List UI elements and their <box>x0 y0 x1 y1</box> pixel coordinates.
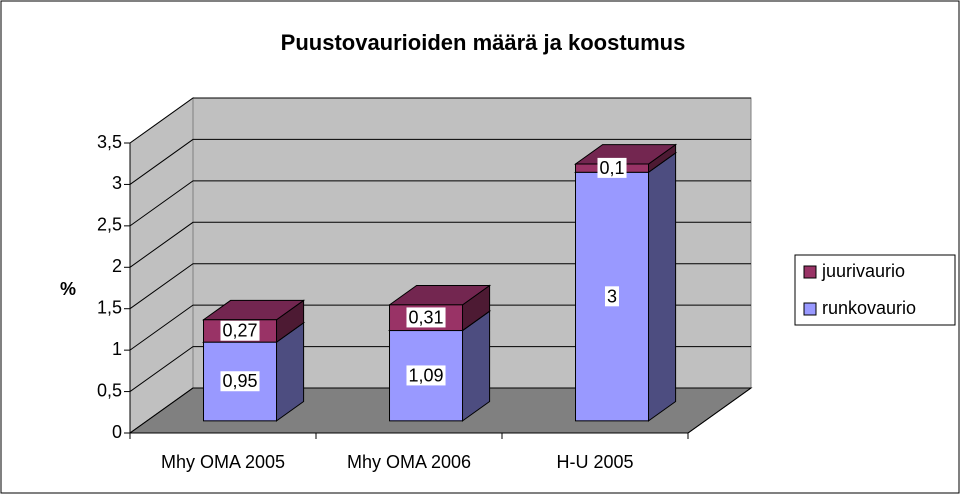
y-tick-label: 1,5 <box>97 297 122 317</box>
value-label-text: 3 <box>607 286 617 306</box>
x-tick-label: Mhy OMA 2006 <box>347 452 471 472</box>
y-tick-label: 2 <box>112 256 122 276</box>
value-label-box <box>220 371 260 392</box>
grid-line <box>129 346 751 392</box>
side-wall <box>129 97 194 434</box>
value-label-box <box>220 320 260 341</box>
value-label-box <box>406 365 446 386</box>
grid-line <box>129 304 751 351</box>
grid-line <box>129 97 751 144</box>
grid-line <box>129 387 751 434</box>
y-tick-label: 2,5 <box>97 215 122 235</box>
y-tick-label: 3,5 <box>97 132 122 152</box>
value-label-text: 0,95 <box>222 371 257 391</box>
value-label-box <box>605 286 620 307</box>
legend-swatch <box>803 265 817 279</box>
value-label-box <box>597 157 627 178</box>
value-label-text: 0,1 <box>599 158 624 178</box>
value-label-text: 0,31 <box>408 307 443 327</box>
value-label: 3 <box>605 286 620 307</box>
value-label-text: 1,09 <box>408 365 443 385</box>
y-tick-label: 0 <box>112 422 122 442</box>
x-axis-depth <box>687 387 752 434</box>
value-label: 0,31 <box>406 307 446 328</box>
value-label: 1,09 <box>406 365 446 386</box>
y-tick-label: 3 <box>112 173 122 193</box>
legend-swatch <box>803 302 817 316</box>
value-label: 0,95 <box>220 371 260 392</box>
grid-line <box>129 263 751 310</box>
grid-line <box>129 221 751 268</box>
y-tick-label: 1 <box>112 339 122 359</box>
grid-line <box>129 180 751 227</box>
x-tick-label: Mhy OMA 2005 <box>161 452 285 472</box>
y-tick-label: 0,5 <box>97 380 122 400</box>
y-axis-label: % <box>60 279 76 299</box>
grid-line <box>129 138 751 185</box>
value-label-text: 0,27 <box>222 321 257 341</box>
bar-side <box>648 151 677 422</box>
legend-box <box>794 254 956 326</box>
legend-label: runkovaurio <box>822 298 916 318</box>
value-label-box <box>406 307 446 328</box>
chart-title: Puustovaurioiden määrä ja koostumus <box>281 30 686 55</box>
value-label: 0,1 <box>597 157 627 178</box>
legend: juurivaurio runkovaurio <box>794 254 956 326</box>
value-label: 0,27 <box>220 320 260 341</box>
legend-label: juurivaurio <box>821 261 905 281</box>
x-tick-label: H-U 2005 <box>556 452 633 472</box>
